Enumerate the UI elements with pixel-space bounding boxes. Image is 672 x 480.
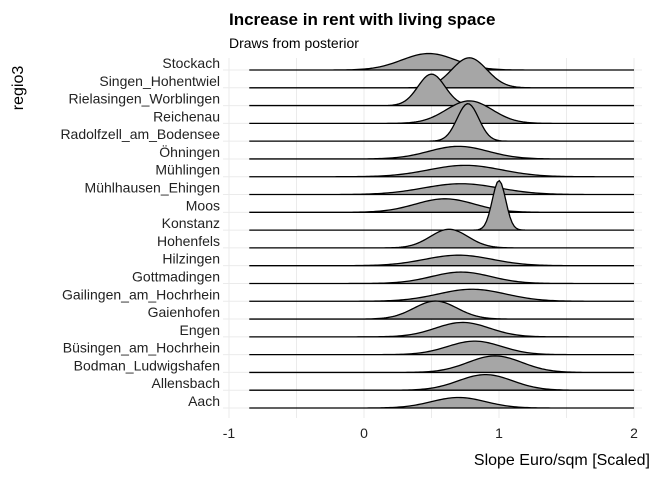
x-tick-label: 0 xyxy=(360,425,368,441)
category-label: Gaienhofen xyxy=(148,304,220,320)
ridge-Mühlhausen_Ehingen xyxy=(249,183,634,196)
ridge-Engen xyxy=(249,321,634,338)
category-label: Rielasingen_Worblingen xyxy=(68,91,220,107)
category-label: Engen xyxy=(180,322,220,338)
category-label: Hilzingen xyxy=(162,251,220,267)
category-label: Moos xyxy=(186,197,220,213)
ridge-Radolfzell_am_Bodensee xyxy=(249,103,634,142)
x-tick-labels: -1 0 1 2 xyxy=(223,425,638,441)
ridge-Hohenfels xyxy=(249,228,634,249)
category-label: Gottmadingen xyxy=(132,268,220,284)
x-axis-title: Slope Euro/sqm [Scaled] xyxy=(474,452,650,469)
category-label: Allensbach xyxy=(152,375,221,391)
chart-title: Increase in rent with living space xyxy=(229,10,495,29)
ridge-Allensbach xyxy=(249,373,634,391)
y-axis-title: regio3 xyxy=(10,66,27,111)
category-label: Reichenau xyxy=(153,108,220,124)
category-label: Gailingen_am_Hochrhein xyxy=(62,286,220,302)
ridge-Moos xyxy=(249,198,634,213)
ridge-Öhningen xyxy=(249,145,634,160)
category-label: Mühlhausen_Ehingen xyxy=(85,180,220,196)
category-label: Hohenfels xyxy=(157,233,220,249)
category-label: Aach xyxy=(188,393,220,409)
category-label: Stockach xyxy=(162,55,220,71)
ridge-Gailingen_am_Hochrhein xyxy=(249,288,634,302)
category-label: Konstanz xyxy=(162,215,220,231)
ridge-Aach xyxy=(249,396,634,409)
ridge-Hilzingen xyxy=(249,254,634,267)
x-tick-label: 1 xyxy=(495,425,503,441)
category-label: Mühlingen xyxy=(155,162,220,178)
ridge-Reichenau xyxy=(249,100,634,125)
ridge-Gottmadingen xyxy=(249,271,634,285)
ridge-Mühlingen xyxy=(249,164,634,178)
ridge-Bodman_Ludwigshafen xyxy=(249,355,634,374)
category-label: Radolfzell_am_Bodensee xyxy=(60,126,220,142)
category-labels: Stockach Singen_Hohentwiel Rielasingen_Wor… xyxy=(60,55,220,409)
x-tick-label: -1 xyxy=(223,425,236,441)
ridge-Büsingen_am_Hochrhein xyxy=(249,340,634,356)
category-label: Büsingen_am_Hochrhein xyxy=(63,340,220,356)
x-tick-label: 2 xyxy=(630,425,638,441)
category-label: Öhningen xyxy=(159,143,220,160)
category-label: Bodman_Ludwigshafen xyxy=(74,357,220,373)
category-label: Singen_Hohentwiel xyxy=(99,73,220,89)
ridge-Rielasingen_Worblingen xyxy=(249,73,634,107)
ridge-Stockach xyxy=(249,52,634,71)
ridges xyxy=(249,52,634,409)
chart-subtitle: Draws from posterior xyxy=(229,35,359,51)
ridge-Gaienhofen xyxy=(249,300,634,320)
